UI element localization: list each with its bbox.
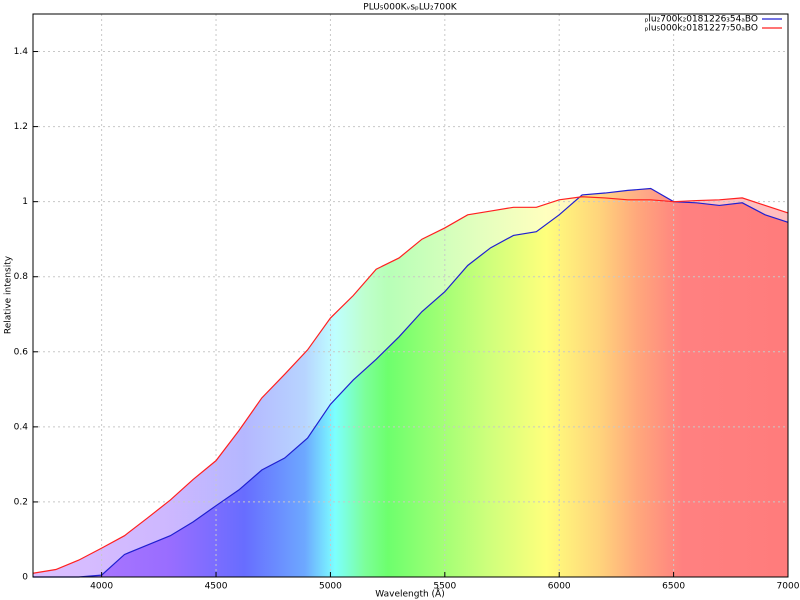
x-tick-label: 5500 <box>433 582 456 592</box>
y-tick-label: 1.4 <box>14 47 29 57</box>
x-tick-label: 6500 <box>662 582 685 592</box>
y-tick-label: 0.8 <box>14 272 29 282</box>
y-tick-label: 0.4 <box>14 422 29 432</box>
plot-frame <box>32 13 789 578</box>
x-tick-label: 7000 <box>777 582 800 592</box>
y-tick-label: 0.2 <box>14 497 28 507</box>
x-tick-label: 4000 <box>90 582 113 592</box>
y-tick-label: 1 <box>22 197 28 207</box>
spectrum-fill <box>33 188 788 577</box>
y-tick-label: 0 <box>22 573 28 583</box>
y-tick-label: 1.2 <box>14 122 28 132</box>
legend-label: ₚlu₅000k₂0181227₇50ₐBO <box>645 24 758 34</box>
legend-label: ₚlu₂700k₂0181226₃54ₐBO <box>645 15 758 25</box>
x-tick-label: 6000 <box>548 582 571 592</box>
series-line <box>33 187 789 578</box>
x-tick-label: 4500 <box>205 582 228 592</box>
y-axis-label: Relative intensity <box>4 255 14 334</box>
y-tick-label: 0.6 <box>14 347 29 357</box>
x-axis-label: Wavelength (Å) <box>375 588 444 600</box>
chart-title: PLU₅000KᵥsₚLU₂700K <box>363 3 458 13</box>
series-line <box>32 196 789 574</box>
x-tick-label: 5000 <box>319 582 342 592</box>
